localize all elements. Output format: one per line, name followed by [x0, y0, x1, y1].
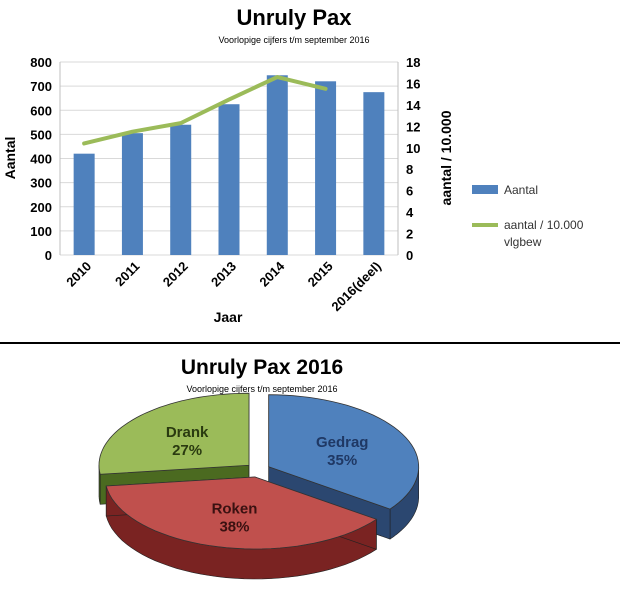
legend-label-aantal: Aantal [504, 183, 538, 197]
y-tick-label: 200 [30, 200, 52, 215]
x-tick-label: 2012 [160, 259, 191, 290]
y2-tick-label: 2 [406, 227, 413, 242]
legend-swatch-bar [472, 185, 498, 194]
pie-value-label: 27% [172, 442, 202, 459]
y-tick-label: 500 [30, 127, 52, 142]
pie-label: Roken [212, 500, 258, 517]
y-tick-label: 400 [30, 152, 52, 167]
pie-value-label: 35% [327, 452, 357, 469]
y-axis-right-ticks: 0 2 4 6 8 10 12 14 16 18 [406, 55, 421, 263]
y-axis-label-left: Aantal [2, 137, 18, 180]
bar [315, 81, 337, 255]
y-tick-label: 600 [30, 103, 52, 118]
bar-group [73, 75, 385, 255]
y2-tick-label: 6 [406, 184, 413, 199]
line-series [82, 75, 328, 146]
x-tick-label: 2011 [112, 259, 143, 290]
x-tick-label: 2015 [305, 259, 336, 290]
unruly-pax-chart: Unruly Pax Voorlopige cijfers t/m septem… [2, 5, 587, 325]
bar [170, 124, 192, 255]
pie-value-label: 38% [219, 518, 249, 535]
y2-tick-label: 16 [406, 76, 420, 91]
chart-subtitle: Voorlopige cijfers t/m september 2016 [218, 35, 369, 45]
bar [218, 104, 240, 255]
y-tick-label: 100 [30, 224, 52, 239]
bar [121, 133, 143, 255]
pie-slice-roken [105, 476, 378, 580]
y2-tick-label: 4 [406, 205, 414, 220]
pie-title: Unruly Pax 2016 [181, 356, 343, 379]
y-tick-label: 700 [30, 79, 52, 94]
pie-slice-top [105, 476, 378, 550]
pie-subtitle: Voorlopige cijfers t/m september 2016 [186, 384, 337, 394]
x-axis-label: Jaar [214, 309, 243, 325]
x-tick-label: 2013 [208, 259, 239, 290]
y2-tick-label: 0 [406, 248, 413, 263]
y-tick-label: 800 [30, 55, 52, 70]
x-tick-label: 2014 [256, 258, 288, 290]
line-series-path [82, 75, 328, 146]
pie-slices [98, 392, 420, 580]
unruly-pax-2016-pie: Unruly Pax 2016 Voorlopige cijfers t/m s… [98, 356, 420, 580]
chart-title: Unruly Pax [237, 5, 353, 30]
y2-tick-label: 14 [406, 98, 421, 113]
bar [266, 75, 288, 255]
y2-tick-label: 18 [406, 55, 420, 70]
x-tick-label: 2016(deel) [328, 259, 384, 315]
y-tick-label: 300 [30, 176, 52, 191]
pie-label: Drank [166, 424, 209, 441]
y-tick-label: 0 [45, 248, 52, 263]
bar [363, 92, 385, 255]
bar [73, 153, 95, 255]
y2-tick-label: 8 [406, 162, 413, 177]
pie-slice-top [268, 394, 420, 510]
y2-tick-label: 12 [406, 119, 420, 134]
y-axis-left-ticks: 0 100 200 300 400 500 600 700 800 [30, 55, 52, 263]
chart-divider [0, 342, 620, 344]
pie-slice-top [98, 392, 250, 475]
x-tick-label: 2010 [63, 259, 94, 290]
legend-label-ratio: aantal / 10.000 vlgbew [504, 218, 587, 249]
pie-label: Gedrag [316, 434, 369, 451]
y2-tick-label: 10 [406, 141, 420, 156]
y-axis-label-right: aantal / 10.000 [438, 110, 454, 205]
legend: Aantal aantal / 10.000 vlgbew [472, 183, 587, 249]
